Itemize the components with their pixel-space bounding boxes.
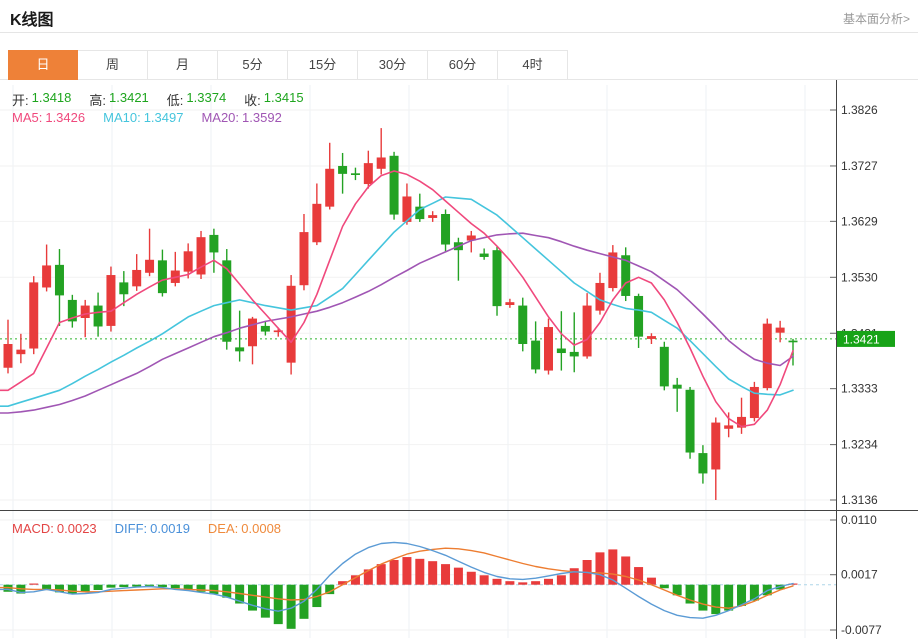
legend-value: 1.3497 [143, 110, 184, 125]
ma-legend: MA5: 1.3426 MA10: 1.3497 MA20: 1.3592 [12, 110, 282, 125]
legend-value: 1.3415 [263, 90, 304, 105]
macd-legend-item-1: DIFF: 0.0019 [115, 521, 190, 536]
legend-label: 收: [244, 93, 261, 108]
tab-30分[interactable]: 30分 [358, 50, 428, 80]
legend-label: MACD: [12, 521, 54, 536]
ohlc-legend-item-0: 开: 1.3418 [12, 90, 71, 109]
ohlc-legend: 开: 1.3418 高: 1.3421 低: 1.3374 收: 1.3415 [12, 90, 304, 109]
price-axis-label: 1.3136 [841, 493, 878, 507]
legend-label: MA10: [103, 110, 141, 125]
price-axis-label: 1.3826 [841, 103, 878, 117]
ma5-line [0, 170, 794, 428]
tab-月[interactable]: 月 [148, 50, 218, 80]
current-price-tag: 1.3421 [837, 330, 895, 347]
legend-label: 开: [12, 93, 29, 108]
legend-label: MA20: [201, 110, 240, 125]
grid-layer [0, 85, 836, 638]
legend-value: 0.0023 [56, 521, 97, 536]
ma10-line [0, 196, 794, 408]
period-tabbar: 日周月 5分 15分 30分 60分 4时 [8, 50, 568, 80]
candles-layer [3, 128, 798, 500]
legend-value: 1.3426 [45, 110, 86, 125]
legend-label: 低: [166, 93, 184, 108]
macd-axis-label: 0.0110 [841, 513, 877, 527]
dea-line [0, 547, 794, 609]
macd-legend-item-0: MACD: 0.0023 [12, 521, 97, 536]
legend-value: 1.3421 [109, 90, 149, 105]
tab-日[interactable]: 日 [8, 50, 78, 80]
legend-value: 1.3592 [242, 110, 282, 125]
fundamental-analysis-link[interactable]: 基本面分析> [842, 12, 910, 26]
tab-4时[interactable]: 4时 [498, 50, 568, 80]
axes-layer: 1.38261.37271.36291.35301.34311.33331.32… [0, 80, 918, 639]
legend-label: 高: [89, 93, 107, 108]
title-divider [0, 32, 918, 33]
tab-周[interactable]: 周 [78, 50, 148, 80]
ohlc-legend-item-1: 高: 1.3421 [89, 90, 148, 109]
price-axis-label: 1.3727 [841, 159, 878, 173]
legend-value: 1.3418 [31, 90, 72, 105]
macd-legend-item-2: DEA: 0.0008 [208, 521, 281, 536]
price-axis-label: 1.3629 [841, 214, 878, 228]
macd-histogram [3, 549, 798, 629]
ohlc-legend-item-3: 收: 1.3415 [244, 90, 303, 109]
ma20-line [0, 232, 794, 414]
page-title: K线图 [10, 12, 54, 29]
macd-legend: MACD: 0.0023 DIFF: 0.0019 DEA: 0.0008 [12, 521, 281, 536]
legend-label: DEA: [207, 521, 239, 536]
tab-5分[interactable]: 5分 [218, 50, 288, 80]
price-axis-label: 1.3333 [841, 382, 878, 396]
ma-legend-item-0: MA5: 1.3426 [12, 110, 85, 125]
macd-axis-label: 0.0017 [841, 568, 878, 582]
macd-axis-label: -0.0077 [841, 623, 882, 637]
legend-value: 0.0019 [150, 521, 190, 536]
price-axis-label: 1.3234 [841, 438, 878, 452]
legend-value: 0.0008 [241, 521, 282, 536]
legend-label: DIFF: [114, 521, 148, 536]
legend-label: MA5: [12, 110, 43, 125]
price-axis-label: 1.3530 [841, 270, 878, 284]
ohlc-legend-item-2: 低: 1.3374 [167, 90, 226, 109]
tab-15分[interactable]: 15分 [288, 50, 358, 80]
tab-60分[interactable]: 60分 [428, 50, 498, 80]
diff-line [0, 541, 794, 619]
ma-legend-item-1: MA10: 1.3497 [103, 110, 183, 125]
current-price-tag-text: 1.3421 [843, 332, 880, 346]
ma-legend-item-2: MA20: 1.3592 [201, 110, 281, 125]
legend-value: 1.3374 [186, 90, 227, 105]
